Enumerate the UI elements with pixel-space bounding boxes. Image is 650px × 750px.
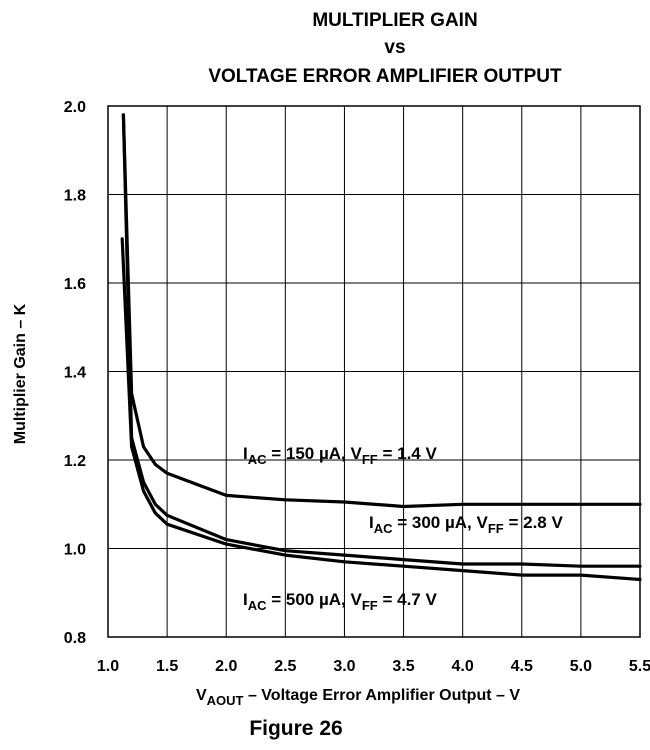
x-tick-label-8: 5.0 bbox=[570, 658, 592, 675]
y-tick-label-6: 2.0 bbox=[64, 99, 86, 116]
y-tick-label-1: 1.0 bbox=[64, 542, 86, 559]
chart-title-line-2: vs bbox=[384, 37, 405, 58]
x-tick-label-5: 3.5 bbox=[392, 658, 414, 675]
series-label-300ua: IAC = 300 µA, VFF = 2.8 V bbox=[369, 513, 563, 536]
x-tick-label-1: 1.5 bbox=[156, 658, 178, 675]
y-tick-label-4: 1.6 bbox=[64, 276, 86, 293]
x-tick-label-7: 4.5 bbox=[511, 658, 533, 675]
x-tick-label-4: 3.0 bbox=[333, 658, 355, 675]
chart-title-line-3: VOLTAGE ERROR AMPLIFIER OUTPUT bbox=[208, 66, 562, 87]
series-line-1 bbox=[121, 113, 642, 568]
x-tick-label-6: 4.0 bbox=[452, 658, 474, 675]
x-tick-label-9: 5.5 bbox=[629, 658, 650, 675]
y-tick-label-2: 1.2 bbox=[64, 453, 86, 470]
series-line-0 bbox=[121, 113, 642, 509]
series-label-150ua: IAC = 150 µA, VFF = 1.4 V bbox=[243, 444, 437, 467]
x-tick-label-0: 1.0 bbox=[97, 658, 119, 675]
y-tick-labels: 0.8 1.0 1.2 1.4 1.6 1.8 2.0 bbox=[64, 99, 86, 647]
plot-frame bbox=[107, 105, 641, 638]
figure-caption: Figure 26 bbox=[249, 717, 342, 740]
y-axis-label: Multiplier Gain – K bbox=[12, 303, 29, 444]
y-tick-label-5: 1.8 bbox=[64, 188, 86, 205]
x-tick-labels: 1.0 1.5 2.0 2.5 3.0 3.5 4.0 4.5 5.0 5.5 bbox=[97, 658, 650, 675]
x-axis-label: VAOUT – Voltage Error Amplifier Output –… bbox=[196, 687, 520, 708]
y-tick-label-0: 0.8 bbox=[64, 630, 86, 647]
series-lines bbox=[120, 113, 642, 582]
y-tick-label-3: 1.4 bbox=[64, 365, 86, 382]
series-label-500ua: IAC = 500 µA, VFF = 4.7 V bbox=[243, 590, 437, 613]
x-tick-label-3: 2.5 bbox=[274, 658, 296, 675]
chart-title-line-1: MULTIPLIER GAIN bbox=[312, 10, 477, 31]
x-tick-label-2: 2.0 bbox=[215, 658, 237, 675]
series-line-2 bbox=[120, 237, 642, 582]
